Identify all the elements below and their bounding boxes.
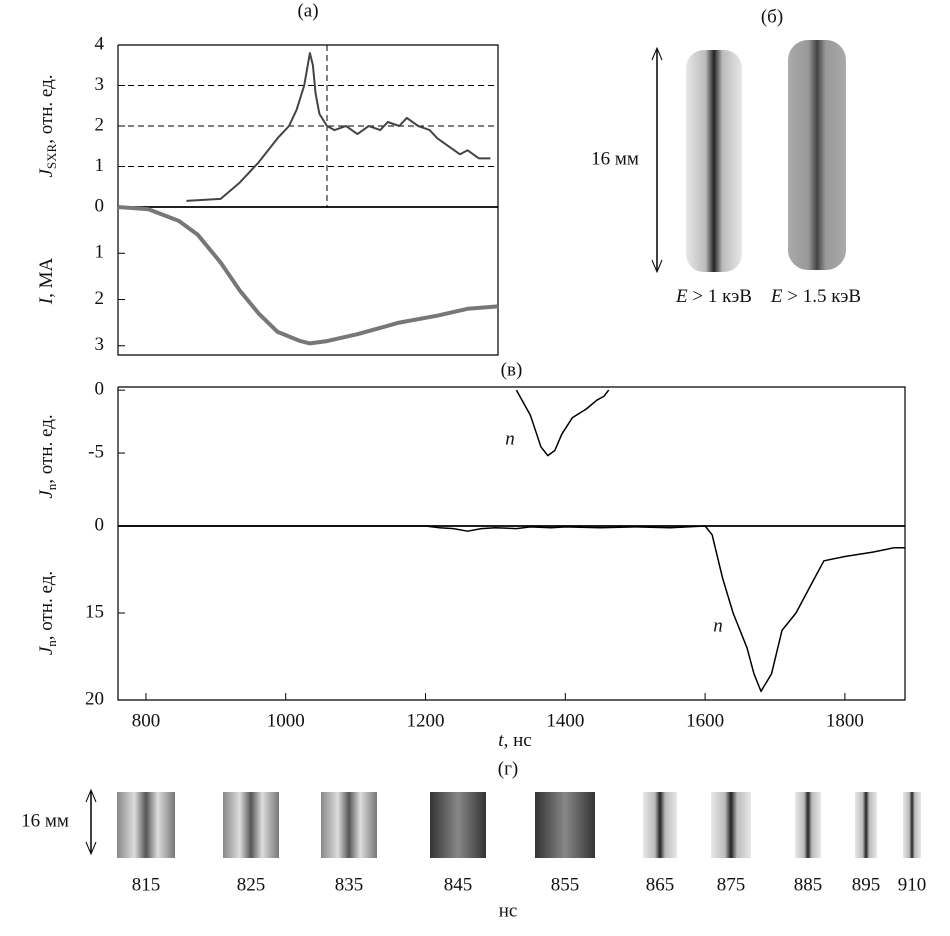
frame-label: 865 [646, 874, 675, 895]
frame-label: 910 [898, 874, 927, 895]
y-tick-label: 15 [85, 601, 104, 622]
panel-title: (г) [498, 758, 518, 779]
data-line [186, 52, 491, 202]
label-symbol: J [36, 489, 57, 499]
xray-image [788, 40, 846, 270]
label-symbol: J [36, 168, 57, 178]
label-sub: n [44, 483, 59, 490]
frame-image [855, 792, 877, 858]
x-tick-label: 1200 [407, 710, 445, 731]
frame-image [795, 792, 821, 858]
label-rest: , нс [504, 730, 532, 751]
label-sub: n [44, 640, 59, 647]
axis-label: t, нс [498, 730, 531, 751]
label-rest: , отн. ед. [36, 571, 57, 640]
label-symbol: I [36, 296, 57, 305]
curve-label: n [713, 615, 723, 636]
y-tick-label: 1 [95, 155, 105, 176]
arrow-heads [85, 788, 97, 856]
x-tick-label: 1000 [267, 710, 305, 731]
curve-label: n [505, 428, 515, 449]
frame-image [430, 792, 486, 858]
axis-label: Jn, отн. ед. [36, 571, 59, 655]
frames: 815 825 835 845 855 865 875 885 895 910 [117, 792, 926, 895]
axes-frame [117, 386, 906, 526]
panel-title: (б) [761, 6, 783, 27]
y-tick-label: 20 [85, 688, 104, 709]
data-line [117, 205, 499, 346]
data-line [515, 389, 610, 457]
frame-image [223, 792, 279, 858]
caption: E > 1.5 кэВ [770, 286, 861, 307]
y-tick-label: 3 [95, 334, 105, 355]
y-tick-label: 0 [95, 514, 105, 535]
y-tick-label: 2 [95, 114, 105, 135]
axes-frame [117, 207, 499, 356]
label-symbol: t [498, 730, 504, 751]
x-tick-label: 1600 [686, 710, 724, 731]
label-symbol: J [36, 645, 57, 655]
axis-label: Jn, отн. ед. [36, 414, 59, 498]
arrow-heads [651, 46, 663, 274]
frame-label: 845 [444, 874, 473, 895]
scale-label: 16 мм [21, 810, 69, 831]
axis-label: I, МА [36, 258, 57, 306]
y-tick-label: 4 [95, 33, 105, 54]
unit-label: нс [499, 900, 518, 921]
label-rest: , МА [36, 258, 57, 298]
y-tick-label: -5 [88, 441, 104, 462]
panel-title: (а) [297, 0, 318, 21]
y-tick-label: 0 [95, 379, 105, 400]
x-tick-label: 1800 [826, 710, 864, 731]
frame-label: 895 [852, 874, 881, 895]
panel-title: (в) [501, 359, 523, 380]
frame-image [117, 792, 175, 858]
label-rest: , отн. ед. [36, 414, 57, 483]
frame-image [643, 792, 677, 858]
label-sub: SXR [44, 143, 59, 169]
axis-label: JSXR, отн. ед. [36, 74, 59, 177]
frame-label: 825 [237, 874, 266, 895]
label-rest: , отн. ед. [36, 74, 57, 143]
frame-label: 835 [335, 874, 364, 895]
frame-label: 885 [794, 874, 823, 895]
frame-label: 875 [717, 874, 746, 895]
y-tick-label: 3 [95, 74, 105, 95]
y-tick-label: 2 [95, 288, 105, 309]
frame-image [711, 792, 751, 858]
y-tick-label: 0 [95, 195, 105, 216]
caption: E > 1 кэВ [675, 286, 752, 307]
frame-image [903, 792, 921, 858]
frame-label: 855 [551, 874, 580, 895]
x-tick-label: 1400 [546, 710, 584, 731]
frame-image [535, 792, 595, 858]
scale-label: 16 мм [591, 148, 639, 169]
y-tick-label: 1 [95, 242, 105, 263]
frame-image [321, 792, 377, 858]
xray-image [686, 50, 742, 272]
frame-label: 815 [132, 874, 161, 895]
axes-frame [117, 526, 906, 701]
x-tick-label: 800 [132, 710, 161, 731]
data-line [118, 525, 905, 693]
